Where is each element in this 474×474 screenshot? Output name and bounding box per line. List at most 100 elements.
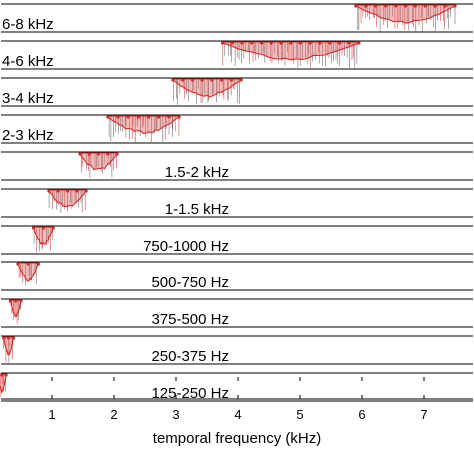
band-peak-marker: [230, 41, 234, 45]
band-peak-marker: [51, 226, 55, 230]
x-axis-title: temporal frequency (kHz): [153, 430, 321, 447]
band-peak-marker: [347, 41, 351, 45]
band-label: 750-1000 Hz: [143, 238, 229, 255]
x-tick-label: 3: [172, 407, 179, 422]
band-peak-marker: [190, 78, 194, 82]
band-peak-marker: [167, 115, 171, 119]
band-peak-marker: [289, 41, 293, 45]
band-row: 375-500 Hz: [1, 298, 473, 328]
band-peak-marker: [84, 189, 88, 193]
band-row: 750-1000 Hz: [1, 225, 473, 255]
band-peak-marker: [14, 299, 18, 303]
band-envelope: [79, 152, 118, 171]
band-envelope: [355, 4, 456, 24]
band-peak-marker: [298, 41, 302, 45]
band-label: 6-8 kHz: [2, 16, 54, 33]
band-peak-marker: [357, 41, 361, 45]
band-peak-marker: [0, 373, 4, 377]
band-label: 3-4 kHz: [2, 90, 54, 107]
band-stems: [108, 116, 180, 143]
band-peak-marker: [250, 41, 254, 45]
band-peak-marker: [47, 189, 51, 193]
band-peak-marker: [229, 78, 233, 82]
band-label: 2-3 kHz: [2, 127, 54, 144]
x-tick-label: 7: [420, 407, 427, 422]
band-peak-marker: [308, 41, 312, 45]
band-peak-marker: [19, 299, 23, 303]
band-peak-marker: [239, 78, 243, 82]
band-envelope: [9, 299, 22, 318]
band-peak-marker: [220, 41, 225, 45]
band-peak-marker: [87, 152, 91, 156]
band-peak-marker: [75, 189, 79, 193]
band-peak-marker: [354, 4, 358, 8]
band-envelope: [107, 115, 180, 135]
band-stems: [357, 5, 456, 32]
band-envelope: [17, 262, 39, 282]
band-peak-marker: [269, 41, 273, 45]
band-peak-marker: [78, 152, 82, 156]
band-envelope: [221, 41, 360, 61]
band-peak-marker: [16, 262, 20, 266]
band-peak-marker: [433, 4, 437, 8]
band-peak-marker: [453, 4, 457, 8]
band-peak-marker: [36, 262, 41, 266]
band-peak-marker: [259, 41, 264, 45]
band-label: 500-750 Hz: [151, 274, 229, 291]
band-peak-marker: [7, 336, 11, 340]
band-peak-marker: [106, 115, 110, 119]
band-peak-marker: [1, 336, 6, 340]
band-peak-marker: [384, 4, 388, 8]
band-peak-marker: [31, 226, 35, 230]
band-envelope: [172, 78, 242, 98]
band-peak-marker: [240, 41, 244, 45]
band-row: 2-3 kHz: [1, 114, 473, 144]
band-peak-marker: [177, 115, 181, 119]
x-tick-label: 1: [48, 407, 55, 422]
band-peak-marker: [106, 152, 110, 156]
band-label: 125-250 Hz: [151, 385, 229, 402]
band-rows: 6-8 kHz 4-6 kHz 3-4 kHz 2-3 kHz 1.5-2 kHz 1-1…: [0, 3, 473, 402]
band-peak-marker: [337, 41, 341, 45]
band-envelope: [32, 226, 54, 245]
band-peak-marker: [26, 262, 30, 266]
band-peak-marker: [200, 78, 204, 82]
band-peak-marker: [4, 373, 8, 377]
band-peak-marker: [364, 4, 368, 8]
band-envelope: [48, 189, 87, 208]
band-stems: [48, 190, 86, 214]
band-peak-marker: [279, 41, 283, 45]
x-tick-label: 2: [110, 407, 117, 422]
band-row: 1.5-2 kHz: [1, 151, 473, 181]
band-peak-marker: [56, 189, 60, 193]
band-peak-marker: [65, 189, 70, 193]
band-peak-marker: [41, 226, 45, 230]
band-peak-marker: [413, 4, 417, 8]
band-peak-marker: [136, 115, 140, 119]
band-peak-marker: [220, 78, 224, 82]
band-peak-marker: [171, 78, 175, 82]
band-peak-marker: [374, 4, 378, 8]
band-peak-marker: [116, 115, 120, 119]
band-envelope: [0, 373, 7, 394]
band-peak-marker: [115, 152, 119, 156]
band-peak-marker: [328, 41, 332, 45]
band-peak-marker: [318, 41, 322, 45]
band-stems: [222, 42, 358, 68]
band-envelope: [3, 336, 15, 356]
band-peak-marker: [181, 78, 185, 82]
band-row: 125-250 Hz: [0, 372, 473, 402]
band-label: 375-500 Hz: [151, 311, 229, 328]
band-row: 500-750 Hz: [1, 261, 473, 291]
band-row: 4-6 kHz: [1, 40, 473, 70]
band-peak-marker: [96, 152, 101, 156]
x-tick-label: 6: [358, 407, 365, 422]
band-label: 1.5-2 kHz: [165, 164, 229, 181]
band-row: 1-1.5 kHz: [1, 188, 473, 218]
band-peak-marker: [157, 115, 161, 119]
band-peak-marker: [8, 299, 13, 303]
band-row: 6-8 kHz: [1, 3, 473, 33]
band-peak-marker: [393, 4, 398, 8]
band-row: 250-375 Hz: [1, 335, 473, 365]
